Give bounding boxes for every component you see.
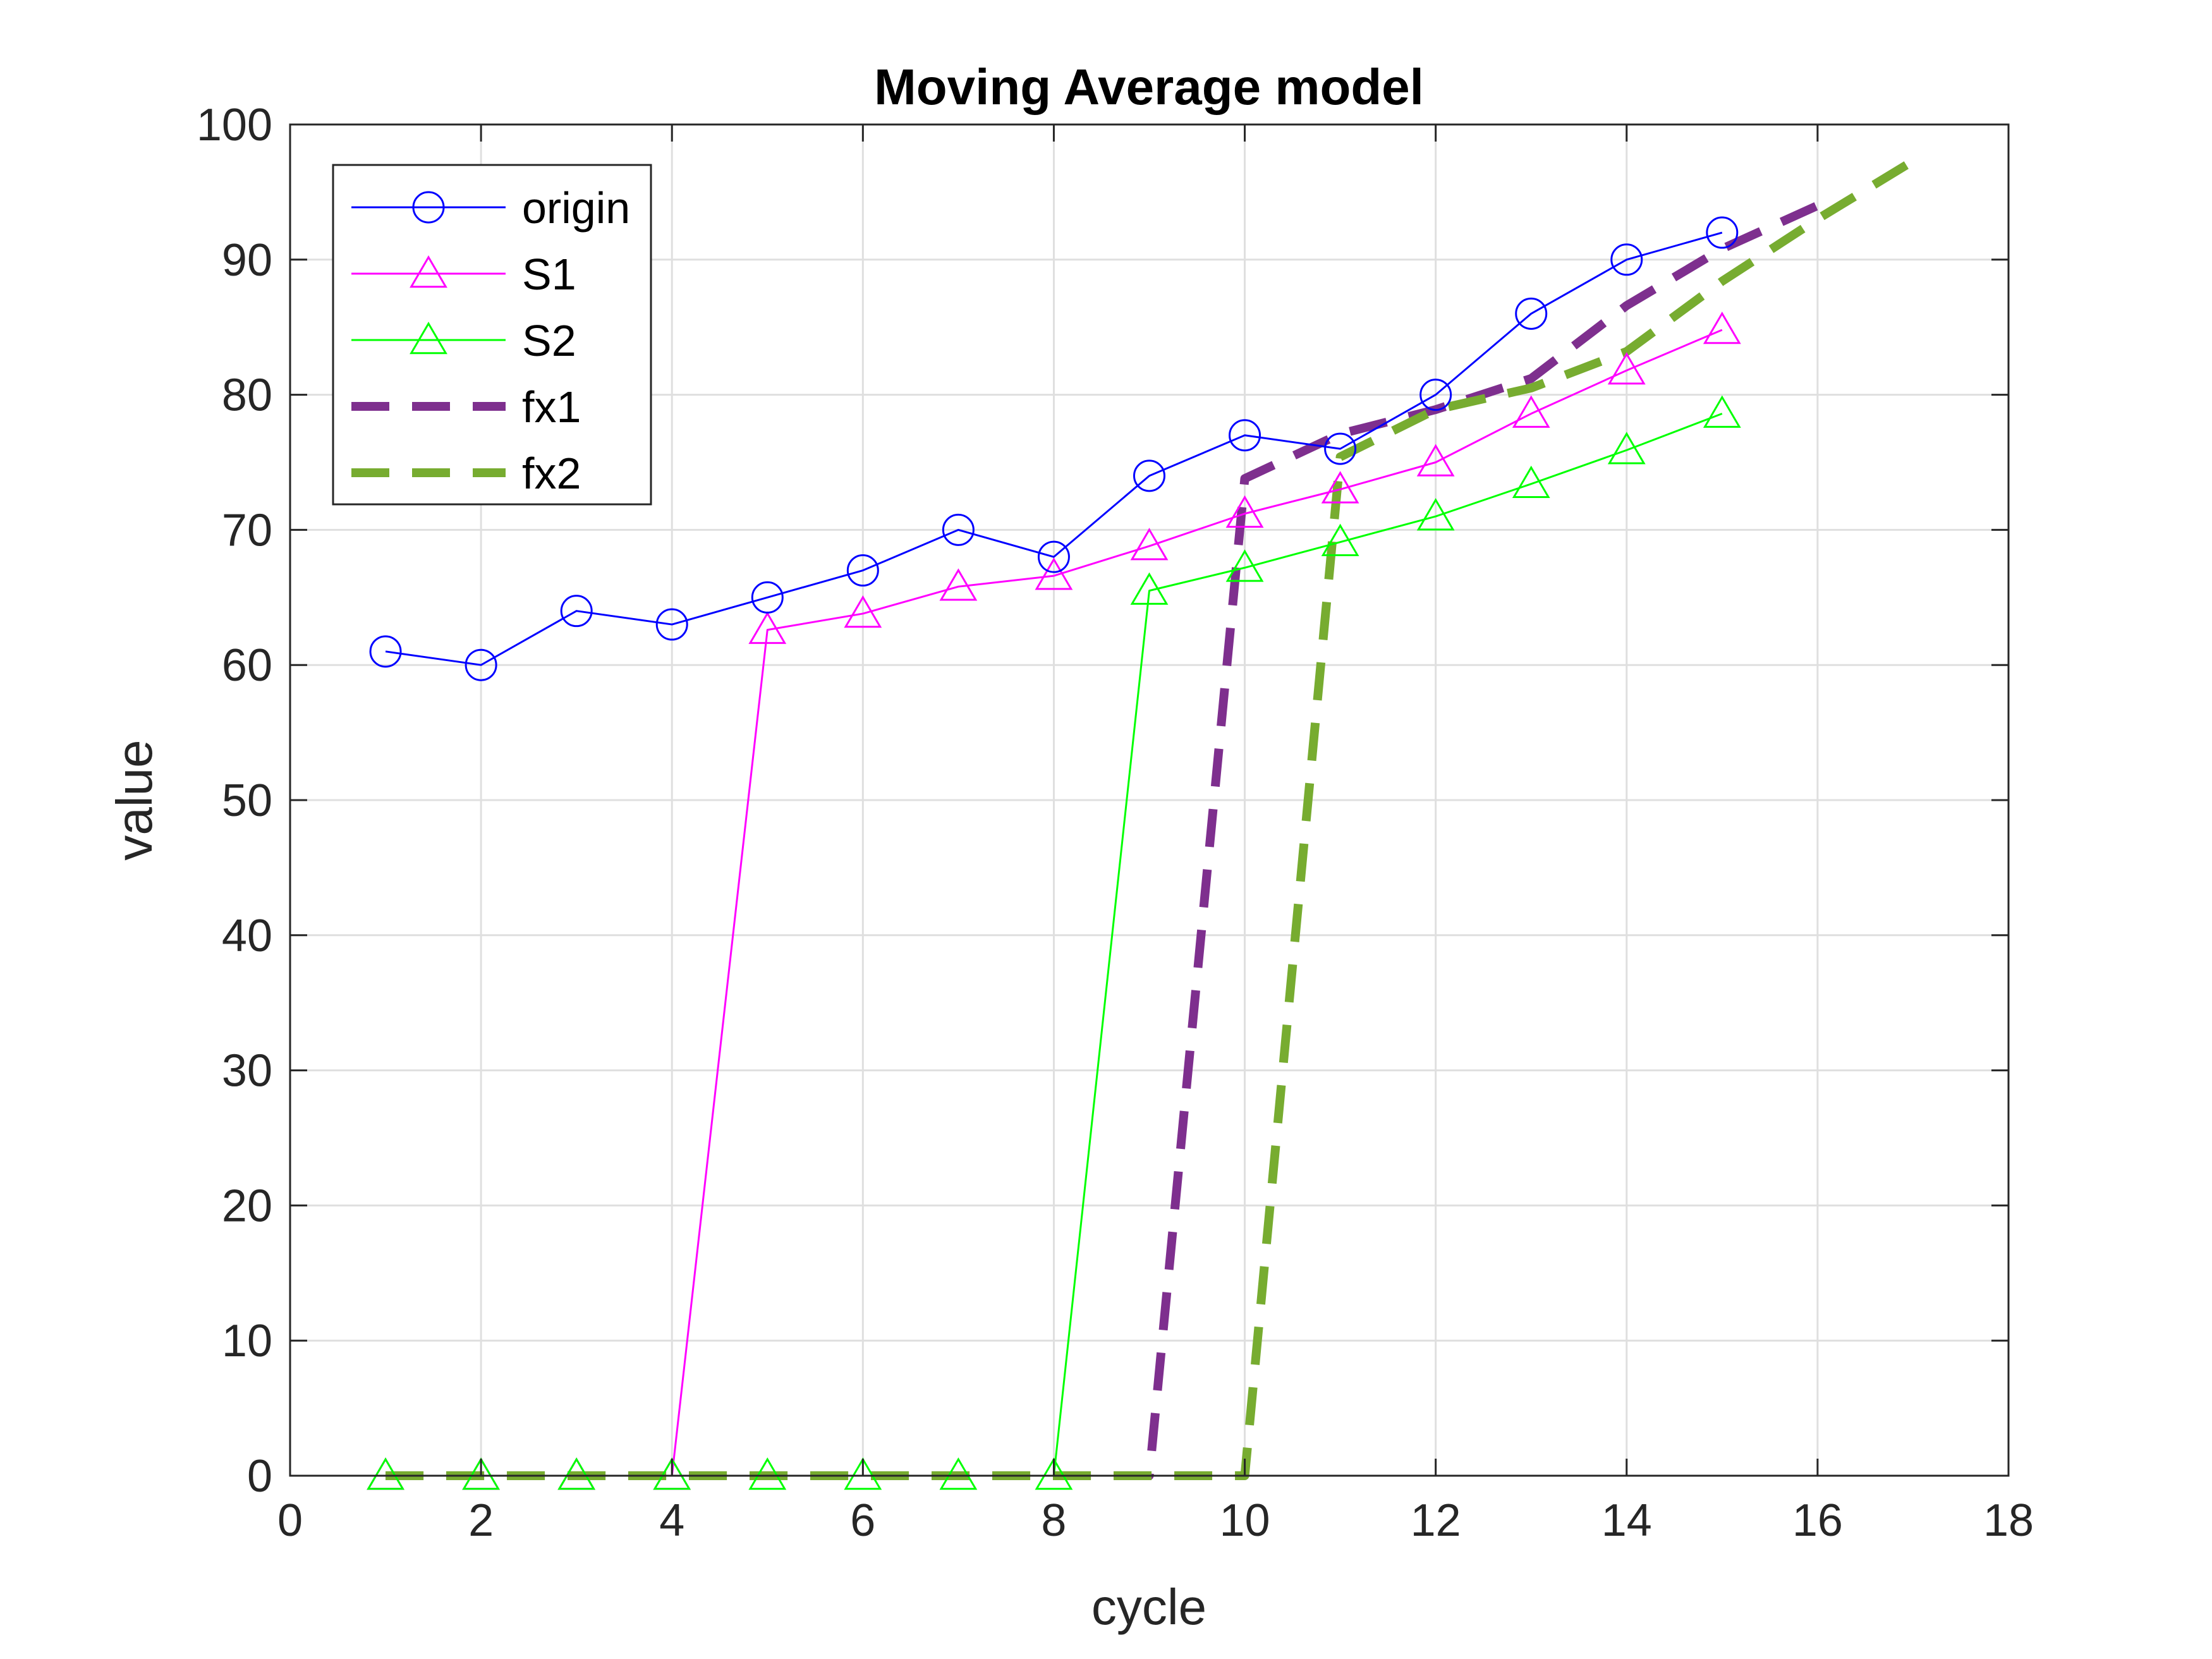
data-point-S1 bbox=[1321, 471, 1359, 504]
legend-item-fx1: fx1 bbox=[351, 382, 581, 432]
data-point-S2 bbox=[462, 1457, 501, 1490]
data-point-S1 bbox=[844, 595, 882, 628]
y-tick-label: 80 bbox=[222, 370, 272, 421]
legend-item-S1: S1 bbox=[351, 250, 576, 299]
y-tick-label: 100 bbox=[197, 100, 272, 150]
y-tick-label: 10 bbox=[222, 1316, 272, 1366]
legend-item-fx2: fx2 bbox=[351, 449, 581, 498]
data-point-S2 bbox=[1512, 465, 1550, 499]
data-point-origin bbox=[465, 648, 497, 681]
data-point-S1 bbox=[1703, 311, 1741, 344]
data-point-origin bbox=[1324, 432, 1357, 465]
y-axis-label: value bbox=[106, 739, 162, 860]
data-point-origin bbox=[655, 608, 688, 641]
series-line-fx1 bbox=[386, 201, 1820, 1480]
ticks: 0 2 4 6 8 10 12 14 16 18 0 10 20 30 40 50 60 70 80 90 100 bbox=[197, 100, 2034, 1546]
data-point-origin bbox=[1515, 297, 1548, 330]
data-point-S1 bbox=[1416, 444, 1455, 477]
data-point-S2 bbox=[1225, 549, 1264, 582]
x-tick-label: 12 bbox=[1411, 1495, 1461, 1546]
legend-marker-origin bbox=[412, 191, 445, 224]
data-point-S1 bbox=[1512, 395, 1550, 428]
data-point-origin bbox=[942, 513, 975, 546]
x-tick-label: 16 bbox=[1792, 1495, 1843, 1546]
data-point-S2 bbox=[1035, 1457, 1073, 1490]
data-point-S1 bbox=[1607, 352, 1646, 385]
data-point-S2 bbox=[939, 1457, 978, 1490]
data-point-S2 bbox=[1321, 523, 1359, 556]
data-point-origin bbox=[560, 595, 593, 628]
x-tick-label: 14 bbox=[1601, 1495, 1652, 1546]
legend-label-origin: origin bbox=[522, 183, 630, 233]
data-point-origin bbox=[846, 554, 879, 587]
legend-label-fx2: fx2 bbox=[522, 449, 581, 498]
x-tick-label: 8 bbox=[1041, 1495, 1066, 1546]
data-point-S2 bbox=[557, 1457, 596, 1490]
x-tick-label: 4 bbox=[659, 1495, 684, 1546]
y-tick-label: 90 bbox=[222, 235, 272, 286]
x-axis-label: cycle bbox=[1091, 1579, 1206, 1635]
data-point-origin bbox=[1610, 243, 1643, 276]
legend-box bbox=[332, 164, 652, 506]
legend-label-fx1: fx1 bbox=[522, 382, 581, 432]
data-point-S2 bbox=[844, 1457, 882, 1490]
series-line-origin bbox=[385, 231, 1723, 666]
data-point-S1 bbox=[1035, 557, 1073, 590]
y-tick-label: 60 bbox=[222, 640, 272, 691]
data-point-S1 bbox=[1225, 495, 1264, 528]
data-point-S1 bbox=[748, 611, 787, 644]
series-fx1 bbox=[386, 201, 1820, 1480]
data-point-S2 bbox=[1607, 432, 1646, 465]
data-point-S1 bbox=[1130, 528, 1169, 561]
y-tick-label: 30 bbox=[222, 1046, 272, 1097]
data-point-origin bbox=[751, 581, 784, 614]
data-point-origin bbox=[1706, 216, 1739, 249]
chart-title: Moving Average model bbox=[874, 59, 1424, 115]
data-point-origin bbox=[369, 635, 402, 668]
data-point-S2 bbox=[748, 1457, 787, 1490]
legend-item-S2: S2 bbox=[351, 316, 576, 365]
legend-marker-S2 bbox=[410, 322, 447, 355]
data-point-S2 bbox=[367, 1457, 404, 1490]
legend: origin S1 S2 fx1 fx2 bbox=[332, 164, 652, 506]
legend-item-origin: origin bbox=[351, 183, 630, 233]
x-tick-label: 18 bbox=[1983, 1495, 2034, 1546]
data-point-S1 bbox=[939, 568, 978, 601]
data-point-origin bbox=[1229, 419, 1261, 452]
legend-label-S1: S1 bbox=[522, 250, 576, 299]
y-tick-label: 70 bbox=[222, 505, 272, 556]
data-point-S2 bbox=[1416, 498, 1455, 531]
x-tick-label: 2 bbox=[468, 1495, 494, 1546]
grid bbox=[290, 125, 2008, 1476]
data-point-origin bbox=[1037, 540, 1070, 573]
data-point-S2 bbox=[1130, 572, 1169, 605]
y-tick-label: 50 bbox=[222, 775, 272, 826]
x-tick-label: 0 bbox=[277, 1495, 303, 1546]
data-point-S2 bbox=[1703, 395, 1741, 428]
x-tick-label: 10 bbox=[1220, 1495, 1270, 1546]
data-point-origin bbox=[1133, 459, 1165, 492]
x-tick-label: 6 bbox=[850, 1495, 875, 1546]
legend-marker-S1 bbox=[410, 255, 447, 288]
y-tick-label: 40 bbox=[222, 911, 272, 961]
y-tick-label: 0 bbox=[247, 1451, 272, 1502]
series-origin bbox=[369, 216, 1739, 681]
data-point-S2 bbox=[653, 1457, 691, 1490]
y-tick-label: 20 bbox=[222, 1181, 272, 1231]
data-point-origin bbox=[1419, 379, 1452, 411]
legend-label-S2: S2 bbox=[522, 316, 576, 365]
